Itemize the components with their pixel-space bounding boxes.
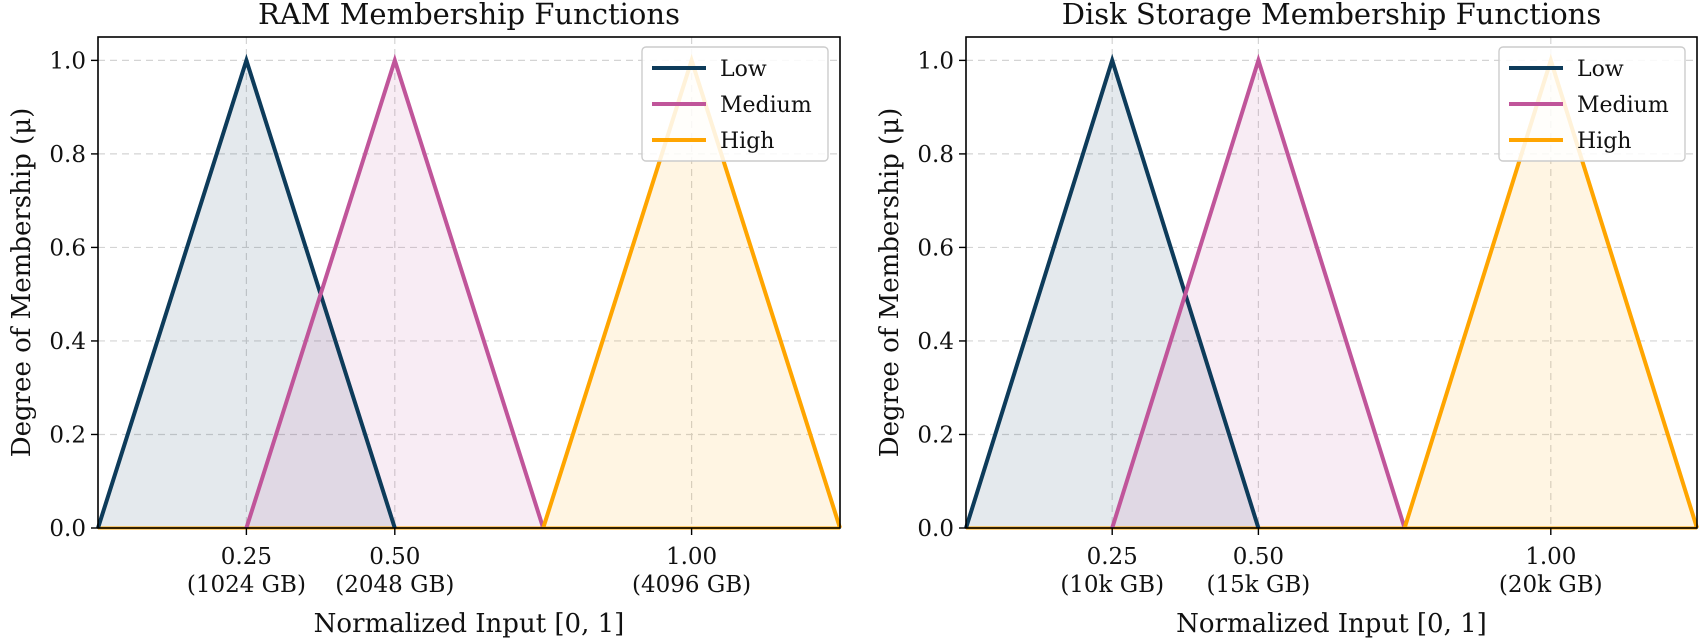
legend-label-medium: Medium: [1577, 93, 1669, 118]
y-tick-label: 0.6: [917, 235, 954, 261]
x-tick-label: 1.00: [666, 544, 717, 570]
legend-label-low: Low: [1577, 57, 1624, 82]
legend: Low Medium High: [641, 46, 829, 162]
legend-label-low: Low: [720, 57, 767, 82]
legend-label-high: High: [720, 129, 774, 154]
y-tick-label: 0.8: [49, 142, 86, 168]
y-tick-label: 0.6: [49, 235, 86, 261]
x-tick-label: 0.25: [1087, 544, 1138, 570]
y-tick-label: 0.2: [917, 422, 954, 448]
y-tick-label: 0.8: [917, 142, 954, 168]
x-axis-label: Normalized Input [0, 1]: [314, 609, 625, 639]
x-tick-label: 0.50: [1233, 544, 1284, 570]
y-tick-label: 0.0: [49, 516, 86, 542]
series-fill-medium: [246, 60, 544, 528]
y-axis-label: Degree of Membership (μ): [7, 108, 37, 458]
legend-label-medium: Medium: [720, 93, 812, 118]
y-tick-label: 0.2: [49, 422, 86, 448]
chart-title: Disk Storage Membership Functions: [1062, 0, 1602, 31]
y-tick-label: 1.0: [917, 48, 954, 74]
x-tick-label: 1.00: [1525, 544, 1576, 570]
y-tick-label: 0.4: [49, 329, 86, 355]
y-tick-label: 1.0: [49, 48, 86, 74]
x-tick-sublabel: (4096 GB): [632, 572, 751, 598]
plot-frame: [97, 36, 841, 529]
legend-label-high: High: [1577, 129, 1631, 154]
legend: Low Medium High: [1498, 46, 1686, 162]
series-fill-low: [966, 60, 1259, 528]
x-tick-sublabel: (15k GB): [1207, 572, 1311, 598]
x-tick-sublabel: (10k GB): [1060, 572, 1164, 598]
chart-title: RAM Membership Functions: [258, 0, 680, 31]
legend-box: [1498, 46, 1686, 162]
y-tick-label: 0.4: [917, 329, 954, 355]
x-tick-label: 0.25: [221, 544, 272, 570]
x-axis-label: Normalized Input [0, 1]: [1176, 609, 1487, 639]
x-tick-sublabel: (2048 GB): [335, 572, 454, 598]
chart-panel-2: 0.0 0.2 0.4 0.6 0.8 1.0 0.25(10k GB) 0.50(15k G…: [875, 0, 1699, 639]
x-tick-label: 0.50: [369, 544, 420, 570]
plot-frame: [965, 36, 1698, 529]
y-tick-label: 0.0: [917, 516, 954, 542]
y-axis-label: Degree of Membership (μ): [875, 108, 905, 458]
series-fill-medium: [1112, 60, 1405, 528]
series-fill-high: [543, 60, 840, 528]
series-fill-high: [1404, 60, 1697, 528]
x-tick-sublabel: (1024 GB): [187, 572, 306, 598]
x-tick-sublabel: (20k GB): [1499, 572, 1603, 598]
series-fill-low: [98, 60, 395, 528]
chart-panel-1: 0.0 0.2 0.4 0.6 0.8 1.0 0.25(1024 GB) 0.50(2048…: [7, 0, 842, 639]
legend-box: [641, 46, 829, 162]
